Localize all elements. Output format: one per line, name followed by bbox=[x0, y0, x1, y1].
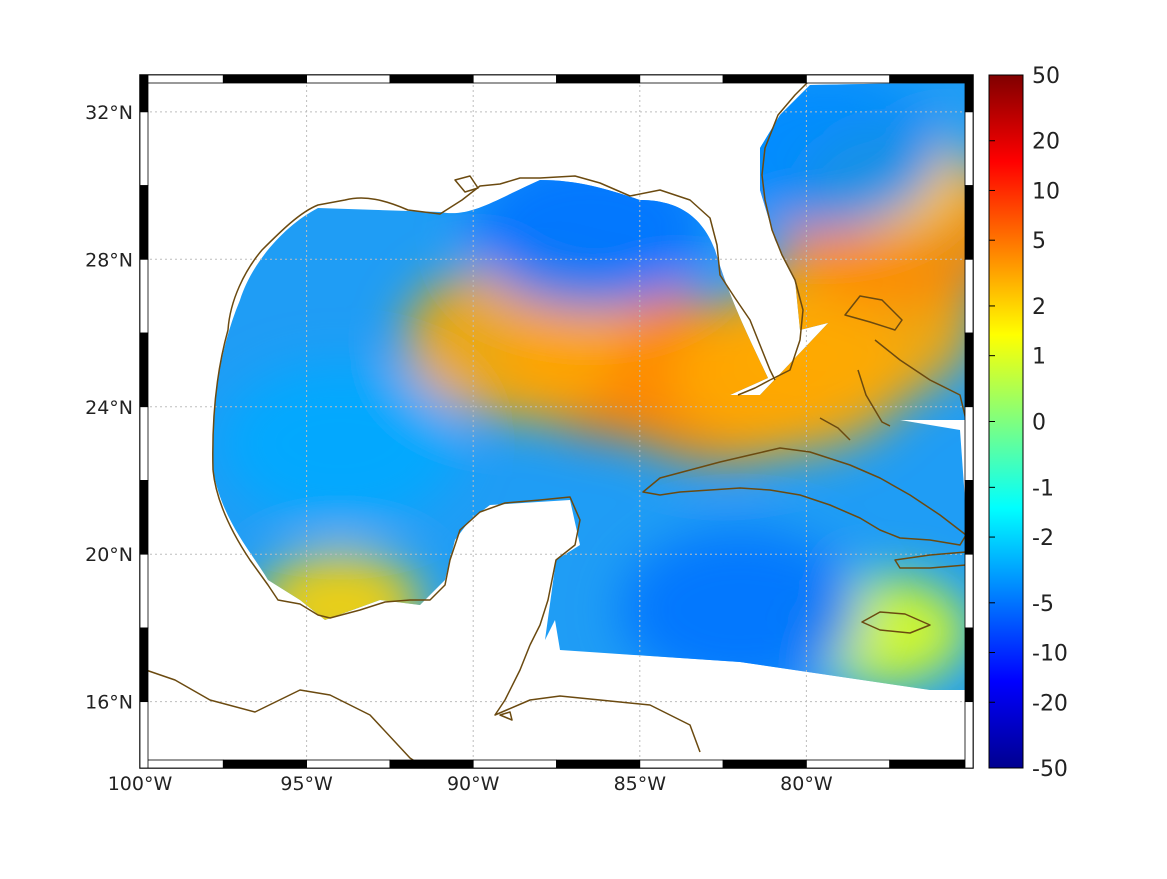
frame-bar-segment bbox=[139, 627, 149, 703]
pacific-coast bbox=[139, 667, 426, 769]
frame-bar-segment bbox=[889, 74, 974, 84]
field-western-gulf bbox=[219, 363, 460, 524]
frame-bar-segment bbox=[964, 553, 974, 629]
colorbar-tick-label: 0 bbox=[1032, 411, 1046, 436]
x-tick-label: 80°W bbox=[780, 773, 833, 795]
field-atlantic-north bbox=[703, 82, 944, 229]
field-caribbean bbox=[619, 529, 860, 690]
colorbar-tick-label: 50 bbox=[1032, 64, 1060, 89]
frame-bar-segment bbox=[556, 759, 641, 769]
frame-border-bars bbox=[139, 74, 974, 769]
frame-bar-segment bbox=[639, 74, 724, 84]
frame-bar-segment bbox=[639, 759, 724, 769]
frame-bar-segment bbox=[389, 759, 474, 769]
grid-lines bbox=[140, 75, 973, 768]
frame-bar-segment bbox=[964, 480, 974, 555]
florida-east-coast bbox=[761, 74, 816, 381]
frame-bar-segment bbox=[139, 701, 149, 769]
x-tick-label: 90°W bbox=[447, 773, 500, 795]
mississippi-delta bbox=[454, 175, 479, 193]
frame-bar-segment bbox=[722, 759, 807, 769]
y-tick-label: 24°N bbox=[85, 397, 133, 419]
colorbar-tick-label: -10 bbox=[1032, 642, 1068, 667]
frame-bar-segment bbox=[139, 258, 149, 334]
data-field bbox=[212, 82, 965, 690]
mexico-gulf-coast bbox=[212, 469, 581, 646]
frame-bar-segment bbox=[139, 759, 224, 769]
central-america-coast bbox=[494, 644, 701, 753]
cuba bbox=[642, 447, 967, 546]
us-gulf-coast bbox=[212, 175, 776, 471]
frame-bar-segment bbox=[806, 759, 891, 769]
colorbar-tick-label: -2 bbox=[1032, 526, 1054, 551]
y-tick-label: 28°N bbox=[85, 249, 133, 271]
y-tick-label: 16°N bbox=[85, 692, 133, 714]
frame-bar-segment bbox=[139, 74, 224, 84]
colorbar-tick-label: 1 bbox=[1032, 345, 1046, 370]
colorbar-tick-label: 2 bbox=[1032, 295, 1046, 320]
field-campeche-spot bbox=[257, 550, 423, 661]
frame-bar-segment bbox=[964, 74, 974, 113]
frame-bar-segment bbox=[722, 74, 807, 84]
frame-bar-segment bbox=[139, 480, 149, 555]
colorbar-tick-label: -1 bbox=[1032, 476, 1054, 501]
colorbar-tick-label: 20 bbox=[1032, 130, 1060, 155]
colorbar-tick-label: -20 bbox=[1032, 691, 1068, 716]
frame-bar-segment bbox=[964, 701, 974, 769]
x-tick-labels: 100°W 95°W 90°W 85°W 80°W bbox=[108, 773, 833, 795]
frame-bar-segment bbox=[964, 258, 974, 334]
bahamas-4 bbox=[819, 417, 851, 441]
y-tick-labels: 32°N 28°N 24°N 20°N 16°N bbox=[85, 102, 133, 714]
frame-bar-segment bbox=[964, 332, 974, 408]
frame-bar-segment bbox=[222, 759, 308, 769]
florida-keys bbox=[737, 379, 771, 396]
bahamas-3 bbox=[874, 339, 967, 421]
colorbar-tick-label: -5 bbox=[1032, 592, 1054, 617]
frame-bar-segment bbox=[222, 74, 308, 84]
coastline bbox=[139, 74, 967, 769]
x-tick-label: 95°W bbox=[280, 773, 333, 795]
frame-bar-segment bbox=[556, 74, 641, 84]
frame-bar-segment bbox=[964, 406, 974, 481]
frame-bar-segment bbox=[139, 553, 149, 629]
yucatan-islands bbox=[499, 711, 513, 721]
frame-bar-segment bbox=[139, 74, 149, 113]
frame-bar-segment bbox=[139, 406, 149, 481]
frame-bar-segment bbox=[806, 74, 891, 84]
frame-bar-segment bbox=[139, 332, 149, 408]
colorbar-tick-label: 10 bbox=[1032, 179, 1060, 204]
field-northeast-gulf bbox=[469, 149, 710, 310]
frame-bar-segment bbox=[472, 74, 557, 84]
y-tick-label: 20°N bbox=[85, 544, 133, 566]
bahamas-1 bbox=[844, 295, 903, 331]
x-tick-label: 85°W bbox=[614, 773, 667, 795]
frame-bar-segment bbox=[139, 185, 149, 260]
frame-bar-segment bbox=[306, 759, 391, 769]
frame-bar-segment bbox=[964, 185, 974, 260]
frame-bar-segment bbox=[389, 74, 474, 84]
bahamas-2 bbox=[857, 369, 891, 427]
y-tick-label: 32°N bbox=[85, 102, 133, 124]
frame-bar-segment bbox=[889, 759, 974, 769]
jamaica bbox=[861, 611, 931, 634]
frame-bar-segment bbox=[139, 111, 149, 186]
colorbar-tick-label: -50 bbox=[1032, 757, 1068, 782]
x-tick-label: 100°W bbox=[108, 773, 173, 795]
frame-bar-segment bbox=[964, 627, 974, 703]
frame-bar-segment bbox=[964, 111, 974, 186]
frame-bar-segment bbox=[306, 74, 391, 84]
colorbar-tick-label: 5 bbox=[1032, 229, 1046, 254]
frame-bar-segment bbox=[472, 759, 557, 769]
